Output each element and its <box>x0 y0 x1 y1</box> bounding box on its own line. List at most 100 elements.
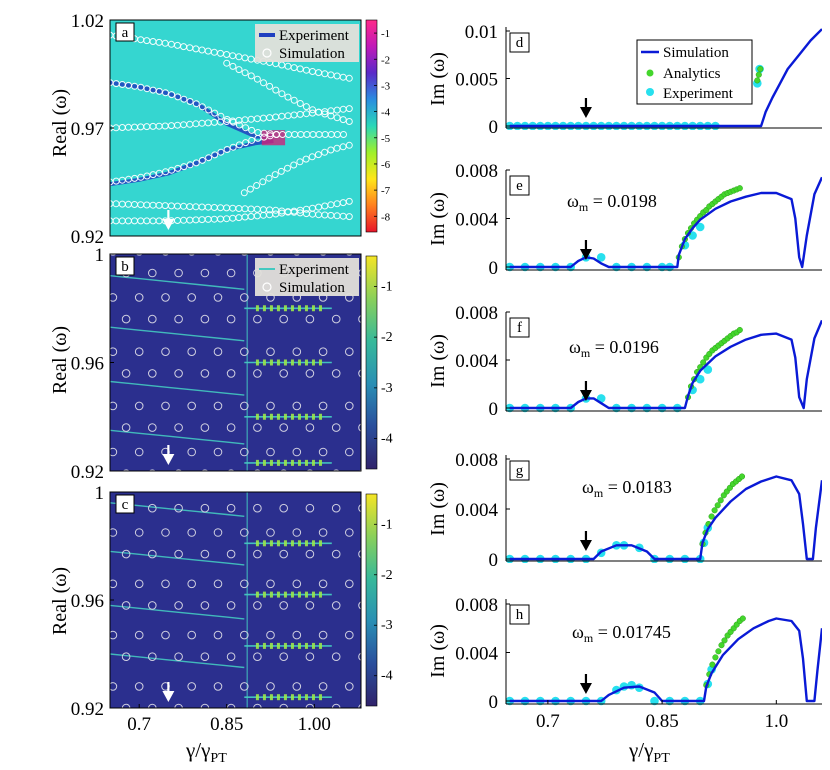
bright-pixel <box>276 305 280 312</box>
analytics-point <box>711 507 718 514</box>
legend-simulation-label: Simulation <box>663 45 729 61</box>
y-tick-label: 0 <box>489 258 499 279</box>
panel-b: b1 0.96 0.92 Experiment Simulation -1 -2 -3 -4 <box>71 245 393 483</box>
simulation-point <box>253 314 262 324</box>
analytics-point <box>736 185 743 192</box>
experiment-point <box>650 696 659 706</box>
simulation-point <box>306 469 314 471</box>
simulation-line <box>509 176 822 269</box>
simulation-point <box>241 483 249 491</box>
bright-pixel <box>255 642 259 649</box>
simulation-point <box>227 469 235 471</box>
simulation-point <box>284 93 292 101</box>
x-tick-label: 1.00 <box>298 714 331 735</box>
simulation-point <box>292 579 302 589</box>
bright-pixel <box>297 642 301 649</box>
legend-analytics-label: Analytics <box>663 66 721 82</box>
bright-pixel <box>276 413 280 420</box>
simulation-point <box>296 100 304 107</box>
simulation-point <box>331 549 341 559</box>
simulation-point <box>266 630 275 640</box>
panel-a-arrow-head <box>162 219 175 230</box>
simulation-point <box>168 166 176 174</box>
simulation-point <box>175 469 182 471</box>
simulation-point <box>110 293 118 302</box>
simulation-point <box>240 401 249 411</box>
simulation-point <box>226 652 236 662</box>
panel-e-arrow-head <box>579 249 592 260</box>
simulation-point <box>318 447 328 457</box>
right-ylabel: Im (ω) <box>427 334 449 388</box>
simulation-point <box>358 601 361 610</box>
bright-pixel <box>269 694 273 701</box>
right-ylabel: Im (ω) <box>427 192 449 246</box>
colorbar-tick-label: -8 <box>381 211 391 223</box>
y-tick-label: 0 <box>489 117 499 138</box>
simulation-point <box>267 483 275 491</box>
legend-experiment-label: Experiment <box>279 262 350 278</box>
simulation-point <box>148 369 157 378</box>
simulation-point <box>235 141 243 149</box>
bright-pixel <box>290 540 294 547</box>
left-xlabel-main: γ/γ <box>185 738 210 762</box>
colorbar-tick-label: -3 <box>381 618 393 633</box>
simulation-point <box>345 141 353 149</box>
analytics-point <box>714 502 721 509</box>
simulation-point <box>340 131 347 138</box>
simulation-point <box>293 483 301 491</box>
panel-label-box <box>509 460 530 481</box>
simulation-point <box>266 82 274 90</box>
simulation-point <box>121 601 131 610</box>
panel-h-label: h <box>509 604 530 625</box>
simulation-point <box>134 630 144 640</box>
simulation-point <box>358 550 361 559</box>
y-tick-label: 0.008 <box>455 303 498 324</box>
simulation-point <box>211 151 219 159</box>
mode-trace <box>110 653 245 669</box>
colorbar-tick-label: -6 <box>381 159 391 171</box>
bright-pixel <box>311 359 315 366</box>
legend-experiment-label: Experiment <box>279 28 350 44</box>
simulation-point <box>200 503 210 513</box>
bright-pixel <box>276 591 280 598</box>
simulation-point <box>253 75 261 83</box>
simulation-point <box>148 423 157 432</box>
bright-pixel <box>255 413 259 420</box>
simulation-point <box>253 423 262 432</box>
bright-pixel <box>283 413 287 420</box>
simulation-point <box>266 447 275 457</box>
simulation-point <box>161 347 170 357</box>
simulation-point <box>331 703 341 708</box>
y-tick-label: 0.92 <box>71 699 104 720</box>
simulation-point <box>292 630 302 640</box>
simulation-point <box>174 549 183 559</box>
simulation-point <box>267 254 274 256</box>
x-tick-label: 0.85 <box>645 711 678 732</box>
y-tick-label: 0.004 <box>455 210 498 231</box>
analytics-point <box>700 359 707 366</box>
colorbar-tick-label: -4 <box>381 432 393 447</box>
analytics-point <box>755 71 762 78</box>
panel-a-legend: Experiment Simulation <box>255 24 359 62</box>
panel-label-box <box>509 32 530 53</box>
omega-symbol: ω <box>572 622 584 642</box>
simulation-point <box>240 682 249 691</box>
bright-pixel <box>290 459 294 466</box>
simulation-point <box>161 528 170 537</box>
bright-pixel <box>304 359 308 366</box>
simulation-point <box>187 293 196 302</box>
simulation-point <box>279 549 289 559</box>
bright-pixel <box>283 694 287 701</box>
bright-pixel <box>262 694 266 701</box>
simulation-point <box>345 682 354 691</box>
y-tick-label: 0.004 <box>455 500 498 521</box>
panel-label-box <box>115 494 135 514</box>
simulation-point <box>134 682 144 691</box>
simulation-point <box>213 347 223 357</box>
bright-pixel <box>269 413 273 420</box>
simulation-point <box>345 347 354 357</box>
bright-pixel <box>297 359 301 366</box>
simulation-point <box>134 447 144 457</box>
y-tick-label: 0.96 <box>71 591 104 612</box>
